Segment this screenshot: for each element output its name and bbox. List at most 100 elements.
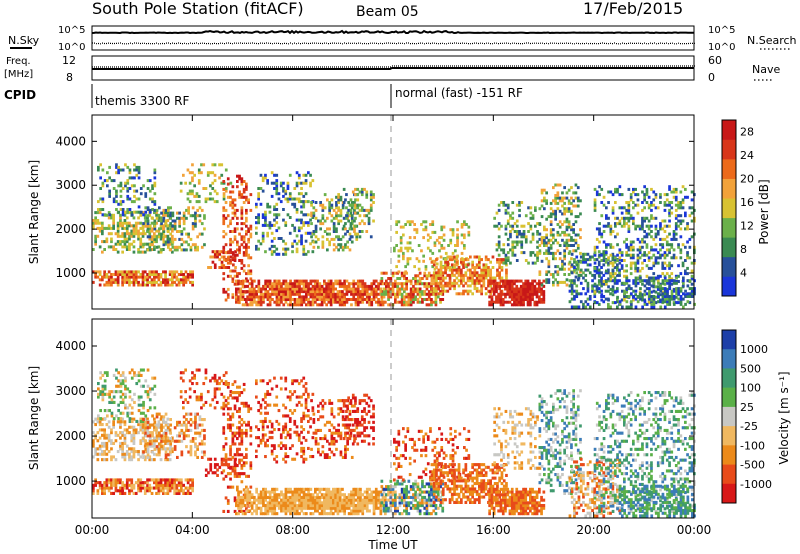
range-gate-cell [641,305,644,309]
range-gate-cell [121,168,125,172]
range-gate-cell [441,284,445,288]
range-gate-cell [576,265,580,269]
range-gate-cell [399,225,403,229]
range-gate-cell [106,414,109,418]
range-gate-cell [155,445,159,449]
range-gate-cell [186,278,190,282]
range-gate-cell [98,273,102,276]
range-gate-cell [135,173,139,177]
range-gate-cell [350,240,354,244]
range-gate-cell [469,273,472,277]
range-gate-cell [169,248,172,252]
range-gate-cell [92,444,95,448]
range-gate-cell [167,245,170,249]
range-gate-cell [663,292,667,296]
range-gate-cell [125,248,129,251]
range-gate-cell [529,206,533,210]
range-gate-cell [448,266,452,269]
range-gate-cell [545,233,548,237]
range-gate-cell [173,478,176,482]
range-gate-cell [652,285,656,289]
range-gate-cell [141,245,145,249]
range-gate-cell [224,189,228,193]
range-gate-cell [517,303,521,307]
range-gate-cell [295,210,299,214]
range-gate-cell [160,423,163,427]
range-gate-cell [275,229,279,233]
range-gate-cell [142,418,145,422]
range-gate-cell [125,444,129,448]
range-gate-cell [98,229,102,233]
range-gate-cell [139,210,143,214]
range-gate-cell [110,240,113,244]
range-gate-cell [665,272,669,276]
range-gate-cell [595,266,599,269]
range-gate-cell [148,455,152,459]
range-gate-cell [320,292,324,296]
range-gate-cell [670,297,674,301]
range-gate-cell [605,269,608,273]
range-gate-cell [168,428,172,432]
range-gate-cell [611,193,615,197]
range-gate-cell [547,238,551,242]
range-gate-cell [185,248,188,252]
range-gate-cell [103,384,107,388]
range-gate-cell [159,273,163,276]
range-gate-cell [677,243,680,247]
range-gate-cell [647,224,651,228]
range-gate-cell [356,203,360,207]
range-gate-cell [427,290,431,294]
range-gate-cell [652,276,656,280]
range-gate-cell [176,216,179,220]
range-gate-cell [441,276,445,280]
range-gate-cell [275,184,279,188]
range-gate-cell [176,248,179,252]
range-gate-cell [423,274,427,278]
range-gate-cell [116,250,120,254]
range-gate-cell [339,198,343,202]
range-gate-cell [600,253,604,257]
range-gate-cell [413,228,416,232]
range-gate-cell [94,221,97,225]
range-gate-cell [630,302,633,306]
range-gate-cell [552,275,555,279]
range-gate-cell [529,284,532,288]
range-gate-cell [529,303,532,307]
range-gate-cell [117,384,120,388]
range-gate-cell [160,211,163,215]
range-gate-cell [620,251,624,255]
range-gate-cell [370,292,374,296]
range-gate-cell [456,244,459,247]
range-gate-cell [250,292,254,296]
range-gate-cell [335,206,338,210]
range-gate-cell [545,270,548,274]
range-gate-cell [275,216,279,219]
range-gate-cell [289,290,292,294]
range-gate-cell [515,284,519,288]
range-gate-cell [652,272,656,276]
range-gate-cell [121,373,125,377]
range-gate-cell [132,226,136,230]
range-gate-cell [105,433,109,437]
range-gate-cell [349,222,353,226]
range-gate-cell [116,240,120,244]
range-gate-cell [125,270,129,274]
range-gate-cell [326,216,329,220]
range-gate-cell [107,275,111,279]
range-gate-cell [112,491,115,495]
range-gate-cell [300,242,303,246]
range-gate-cell [209,184,212,188]
range-gate-cell [259,187,263,190]
range-gate-cell [666,302,669,306]
range-gate-cell [112,245,115,249]
range-gate-cell [391,282,395,286]
range-gate-cell [620,259,624,262]
range-gate-cell [650,248,653,252]
range-gate-cell [611,269,615,273]
range-gate-cell [123,270,127,274]
range-gate-cell [634,293,637,297]
range-gate-cell [509,235,512,239]
y-tick-label: 1000 [55,266,86,280]
range-gate-cell [300,282,304,286]
range-gate-cell [153,227,157,231]
